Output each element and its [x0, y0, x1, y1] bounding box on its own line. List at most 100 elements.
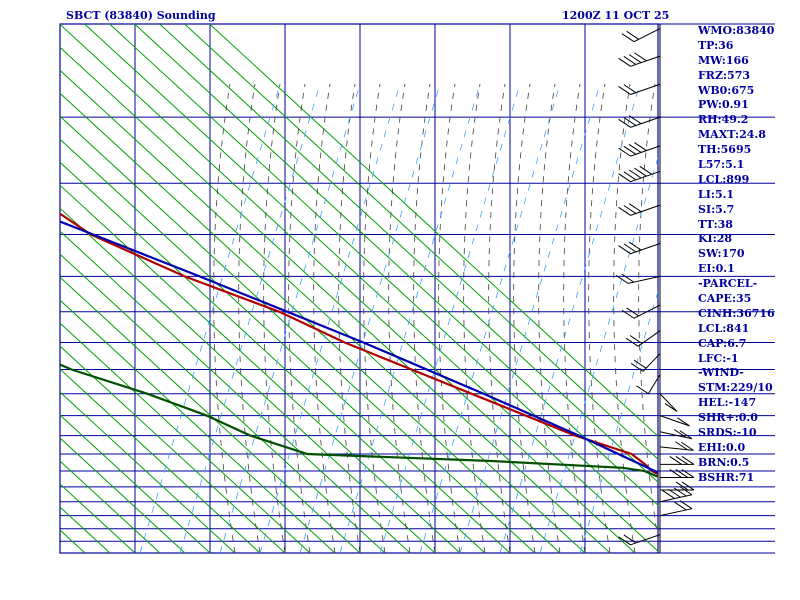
wind-barb-shaft [659, 393, 678, 412]
wind-barb-flag [623, 145, 637, 155]
wind-barb-flag [681, 481, 695, 491]
parcel-profile [60, 220, 658, 474]
index-item: LI:5.1 [698, 187, 735, 201]
wind-barb [660, 481, 695, 491]
dry-adiabat [60, 46, 611, 554]
moist-adiabat [388, 83, 411, 554]
moist-adiabat [463, 83, 486, 554]
index-item: EHI:0.0 [698, 440, 746, 454]
wind-barb [618, 115, 661, 128]
wind-barb [618, 142, 661, 157]
index-item: BRN:0.5 [698, 455, 750, 469]
mixing-ratio-line [299, 83, 441, 554]
dewpoint-profile [60, 363, 658, 478]
dry-adiabat [60, 276, 361, 554]
wind-barb [618, 52, 661, 67]
dry-adiabat [60, 299, 336, 554]
index-item: TH:5695 [698, 143, 752, 157]
wind-barb-flag [618, 173, 631, 183]
sounding-profiles [60, 212, 658, 478]
dry-adiabat [60, 92, 561, 554]
wind-barb-flag [618, 245, 631, 255]
moist-adiabat [488, 83, 511, 554]
wind-barb-flag [621, 309, 635, 319]
moist-adiabat [288, 83, 311, 554]
wind-barb-flag [629, 335, 643, 344]
dry-adiabat [60, 184, 461, 554]
moist-adiabat [263, 83, 286, 554]
adiabat-lines [0, 0, 685, 554]
wind-barb-flag [675, 441, 688, 451]
index-item: EI:0.1 [698, 262, 735, 276]
wind-barb-flag [623, 171, 637, 181]
wind-barb [659, 429, 693, 440]
index-item: L57:5.1 [698, 158, 745, 172]
wind-barb-flag [664, 403, 678, 412]
wind-barb-shaft [659, 415, 690, 427]
dry-adiabat [0, 0, 10, 553]
moist-adiabat [238, 83, 261, 554]
dry-adiabat [60, 391, 236, 554]
dry-adiabat [60, 414, 211, 554]
wind-barb-flag [675, 481, 689, 491]
wind-barb-shaft [630, 55, 661, 67]
moist-adiabat [413, 83, 436, 554]
wind-barb-flag [618, 536, 631, 546]
wind-barb-flag [673, 429, 687, 438]
wind-barb-flag [634, 52, 647, 62]
moist-adiabat [613, 83, 636, 554]
moist-adiabat [438, 83, 461, 554]
wind-barb-flag [634, 142, 647, 152]
dry-adiabat [60, 253, 386, 554]
dry-adiabat [60, 24, 636, 554]
moist-adiabat [213, 83, 236, 554]
wind-barb-flag [628, 54, 642, 64]
wind-barb-flag [618, 206, 631, 216]
dry-adiabat [60, 345, 286, 554]
chart-title: SBCT (83840) Sounding [66, 9, 216, 22]
temperature-profile [60, 212, 658, 476]
wind-barb-flag [630, 362, 644, 372]
wind-barb-flag [628, 203, 642, 213]
wind-barb-flag [673, 487, 687, 497]
wind-barb-shaft [630, 83, 661, 95]
moist-adiabat [664, 84, 685, 553]
wind-barb-flag [679, 486, 693, 496]
dry-adiabat [108, 24, 658, 529]
wind-barb-flag [623, 56, 637, 65]
moist-adiabat [638, 83, 658, 543]
wind-barb-shaft [630, 170, 661, 183]
wind-barb [659, 415, 690, 427]
dry-adiabat [60, 322, 311, 554]
index-item: MAXT:24.8 [698, 128, 766, 142]
wind-barb-flag [669, 469, 683, 478]
dry-adiabat [0, 0, 35, 553]
wind-barb [621, 304, 661, 319]
index-item: SHR+:0.0 [698, 411, 758, 425]
moist-adiabat [538, 83, 561, 554]
index-item: LFC:-1 [698, 351, 739, 365]
wind-barb-shaft [637, 330, 661, 347]
wind-barb [618, 534, 661, 546]
wind-barb-flag [673, 501, 687, 511]
index-item: SW:170 [698, 247, 745, 261]
mixing-ratio-line [459, 83, 601, 554]
index-item: RH:49.2 [698, 113, 749, 127]
mixing-ratio-line [259, 83, 401, 554]
wind-barb-flag [623, 117, 637, 126]
index-item: STM:229/10 [698, 381, 773, 395]
wind-barb [630, 353, 661, 372]
index-item: -WIND- [698, 366, 744, 380]
wind-barb-flag [636, 385, 649, 395]
mixing-ratio-line [139, 83, 281, 554]
wind-barb-shaft [659, 508, 693, 517]
index-item: TT:38 [698, 217, 733, 231]
index-item: HEL:-147 [698, 396, 757, 410]
wind-barb [625, 330, 661, 347]
wind-barb-flag [625, 337, 639, 347]
index-item: FRZ:573 [698, 68, 751, 82]
index-item: MW:166 [698, 53, 749, 67]
wind-barb [618, 83, 661, 95]
wind-barb-flag [679, 500, 693, 510]
wind-barb-shaft [630, 116, 661, 128]
